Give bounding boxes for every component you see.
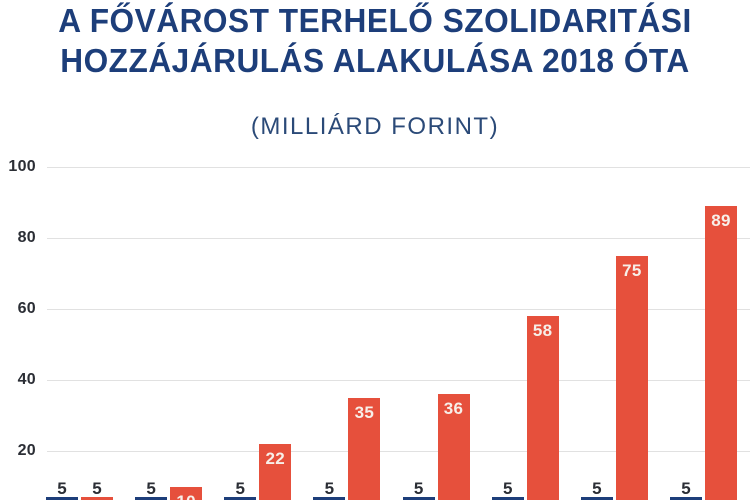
bar-red-value-label-7: 89 bbox=[711, 211, 731, 231]
bar-blue-value-label-5: 5 bbox=[502, 479, 513, 498]
y-axis-tick-40: 40 bbox=[17, 371, 36, 389]
bar-red-value-label-6: 75 bbox=[622, 261, 642, 281]
bar-red-5 bbox=[526, 316, 559, 500]
gridline-40 bbox=[47, 379, 750, 381]
bar-red-4 bbox=[437, 394, 470, 500]
bar-red-value-label-1: 10 bbox=[170, 493, 202, 500]
bar-blue-0 bbox=[46, 497, 78, 500]
bar-blue-1 bbox=[135, 497, 168, 500]
bar-blue-value-label-7: 5 bbox=[681, 479, 691, 498]
y-axis-tick-20: 20 bbox=[17, 442, 36, 460]
bar-blue-5 bbox=[491, 497, 524, 500]
bar-red-value-label-4: 36 bbox=[443, 399, 464, 419]
bar-blue-value-label-4: 5 bbox=[413, 479, 424, 498]
bar-blue-2 bbox=[224, 497, 257, 500]
bar-blue-value-label-2: 5 bbox=[235, 479, 245, 498]
bar-blue-7 bbox=[669, 497, 702, 500]
bar-blue-6 bbox=[580, 497, 613, 500]
gridline-20 bbox=[47, 450, 750, 452]
bar-blue-value-label-0: 5 bbox=[57, 479, 67, 498]
y-axis-tick-100: 100 bbox=[8, 158, 36, 176]
bar-red-2 bbox=[259, 443, 292, 500]
chart-subtitle-units: (MILLIÁRD FORINT) bbox=[250, 113, 500, 140]
chart-title-line1: A FŐVÁROST TERHELŐ SZOLIDARITÁSI bbox=[58, 1, 692, 40]
bar-red-3 bbox=[348, 397, 381, 500]
gridline-60 bbox=[47, 308, 750, 310]
bar-red-value-label-2: 22 bbox=[265, 448, 286, 468]
bar-red-7 bbox=[704, 206, 737, 500]
bar-red-value-label-5: 58 bbox=[532, 321, 553, 341]
chart-title: A FŐVÁROST TERHELŐ SZOLIDARITÁSI HOZZÁJÁ… bbox=[0, 1, 750, 81]
gridline-80 bbox=[47, 237, 750, 239]
chart-title-line2: HOZZÁJÁRULÁS ALAKULÁSA 2018 ÓTA bbox=[60, 41, 690, 80]
bar-blue-3 bbox=[313, 497, 346, 500]
bar-blue-value-label-6: 5 bbox=[592, 479, 602, 498]
bar-blue-4 bbox=[402, 497, 435, 500]
bar-red-1 bbox=[170, 486, 203, 500]
gridline-100 bbox=[47, 166, 750, 168]
bar-blue-value-label-1: 5 bbox=[146, 479, 156, 498]
bar-blue-value-label-3: 5 bbox=[324, 479, 335, 498]
bar-red-value-label-3: 35 bbox=[354, 402, 375, 422]
y-axis-tick-60: 60 bbox=[17, 300, 36, 318]
bar-red-value-label-0: 5 bbox=[92, 479, 102, 498]
y-axis-tick-80: 80 bbox=[17, 229, 36, 247]
bar-red-6 bbox=[615, 256, 648, 500]
bar-red-0 bbox=[81, 497, 113, 500]
